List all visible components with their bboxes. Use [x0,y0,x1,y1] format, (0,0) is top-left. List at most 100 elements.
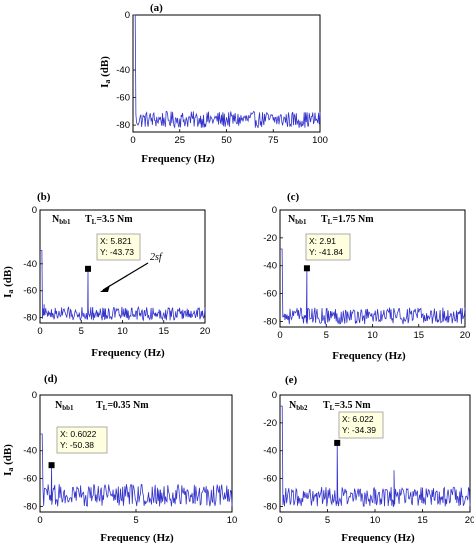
panel-b-xtick-label: 15 [158,326,169,337]
panel-a-ytick-label: -60 [116,93,130,104]
panel-b-axes [39,209,206,324]
panel-d-ytick-label: 0 [32,390,37,401]
panel-d-torque-sub: L [103,404,108,412]
panel-d-ylabel-main: I [2,472,14,476]
panel-b-datatip-x: X: 5.821 [100,236,132,246]
panel-c-xlabel: Frequency (Hz) [332,350,406,362]
panel-e-torque-value: =3.5 Nm [334,400,371,411]
panel-b-ylabel-unit: (dB) [2,266,14,290]
panel-b-machine-main: N [52,214,60,225]
panel-a-xtick-label: 25 [174,135,185,146]
panel-e-datatip-y: Y: -34.39 [342,425,376,435]
panel-a-ylabel-sub: a [103,80,112,84]
panel-a-ylabel-main: I [99,84,111,88]
panel-a-title: (a) [150,2,163,14]
panel-d-machine-label: Nbb1 [55,400,74,412]
panel-a-ytick-label: -80 [116,120,130,131]
panel-c-xtick-label: 20 [460,330,471,341]
panel-e-peak-marker [334,439,341,446]
panel-d-torque-main: T [96,400,103,411]
panel-d-ytick-label: -80 [23,501,37,512]
panel-b-xtick-label: 0 [37,326,42,337]
panel-a-xtick-label: 100 [312,135,328,146]
panel-b-xtick-label: 10 [117,326,128,337]
panel-a-ytick-label: 0 [125,10,130,21]
panel-a-plot: 0 25 50 75 100 0 -40 -60 -80 [116,10,328,146]
panel-e-xtick-label: 20 [465,515,474,526]
panel-a-xtick-label: 75 [268,135,279,146]
panel-c-ytick-label: -20 [263,233,277,244]
panel-c-machine-label: Nbb1 [288,214,307,226]
panel-d-xtick-label: 0 [37,515,42,526]
panel-b-xlabel: Frequency (Hz) [91,347,165,359]
panel-b-2sf-label: 2sf [150,252,163,263]
panel-b-ytick-label: 0 [32,205,37,216]
panel-a-spectrum-line [133,14,321,129]
panel-b-torque-sub: L [92,218,97,226]
panel-e-plot: 0 5 10 15 20 0 -20 -40 -60 -80 [263,390,474,526]
panel-b-ytick-label: -60 [23,286,37,297]
panel-c-xtick-label: 5 [324,330,329,341]
panel-e-spectrum-line [280,405,471,508]
panel-c: (c) 0 5 10 15 20 0 -20 -40 -60 -80 Nbb1 TL=1.75 N… [263,191,470,362]
panel-e-xlabel: Frequency (Hz) [341,532,415,543]
panel-a-ylabel-unit: (dB) [99,56,111,80]
panel-c-torque-label: TL=1.75 Nm [321,214,374,226]
panel-b-title: (b) [37,191,51,203]
panel-b-machine-label: Nbb1 [52,214,71,226]
panel-e-xtick-label: 15 [417,515,428,526]
panel-e-xtick-label: 10 [370,515,381,526]
panel-d-datatip-y: Y: -50.38 [60,440,94,450]
panel-e-ytick-label: -60 [263,474,277,485]
panel-e-ytick-label: -40 [263,446,277,457]
panel-d-datatip-x: X: 0.6022 [60,429,97,439]
panel-b-peak-marker [85,265,92,272]
panel-c-peak-marker [303,265,310,272]
panel-e-datatip-x: X: 6.022 [342,414,374,424]
panel-d-ylabel: Ia (dB) [2,444,15,476]
panel-c-machine-sub: bb1 [295,218,307,226]
panel-c-torque-main: T [321,214,328,225]
panel-e-torque-sub: L [330,404,335,412]
panel-d: (d) 0 5 10 0 -40 -60 -80 Nbb1 TL=0.35 Nm X: 0.… [2,373,237,543]
panel-d-machine-sub: bb1 [62,404,74,412]
panel-a-xtick-label: 0 [130,135,135,146]
panel-b-ylabel-main: I [2,294,14,298]
panel-c-datatip [305,233,351,261]
panel-c-plot: 0 5 10 15 20 0 -20 -40 -60 -80 [263,205,470,341]
panel-b-torque-value: =3.5 Nm [96,214,133,225]
panel-d-ytick-label: -60 [23,474,37,485]
panel-a-xtick-label: 50 [221,135,232,146]
panel-e-torque-label: TL=3.5 Nm [323,400,371,412]
panel-e-machine-main: N [289,400,297,411]
panel-c-title: (c) [287,191,300,203]
panel-c-ytick-label: -40 [263,261,277,272]
panel-b-ytick-label: -80 [23,313,37,324]
panel-c-axes [279,209,466,328]
panel-d-peak-marker [48,462,55,469]
panel-c-ytick-label: -60 [263,289,277,300]
panel-a-xlabel: Frequency (Hz) [141,153,215,165]
panel-c-xtick-label: 15 [413,330,424,341]
panel-d-axes [39,394,233,513]
panel-d-ylabel-unit: (dB) [2,444,14,468]
panel-d-torque-label: TL=0.35 Nm [96,400,149,412]
panel-b-machine-sub: bb1 [59,218,71,226]
panel-c-machine-main: N [288,214,296,225]
panel-b-datatip-y: Y: -43.73 [100,247,134,257]
panel-c-xtick-label: 10 [367,330,378,341]
panel-b-ylabel-sub: a [6,290,15,294]
panel-e-ytick-label: -20 [263,418,277,429]
panel-e-torque-main: T [323,400,330,411]
panel-b-xtick-label: 20 [200,326,211,337]
panel-b-spectrum-line [40,250,206,322]
panel-b-torque-label: TL=3.5 Nm [85,214,133,226]
panel-d-ylabel-sub: a [6,468,15,472]
panel-e-machine-label: Nbb2 [289,400,308,412]
panel-e-ytick-label: 0 [272,390,277,401]
panel-b-xtick-label: 5 [79,326,84,337]
panel-c-datatip-y: Y: -41.84 [309,247,343,257]
panel-b: (b) 0 5 10 15 20 0 -40 -60 -80 Nbb1 TL=3.5 Nm X:… [2,191,210,359]
